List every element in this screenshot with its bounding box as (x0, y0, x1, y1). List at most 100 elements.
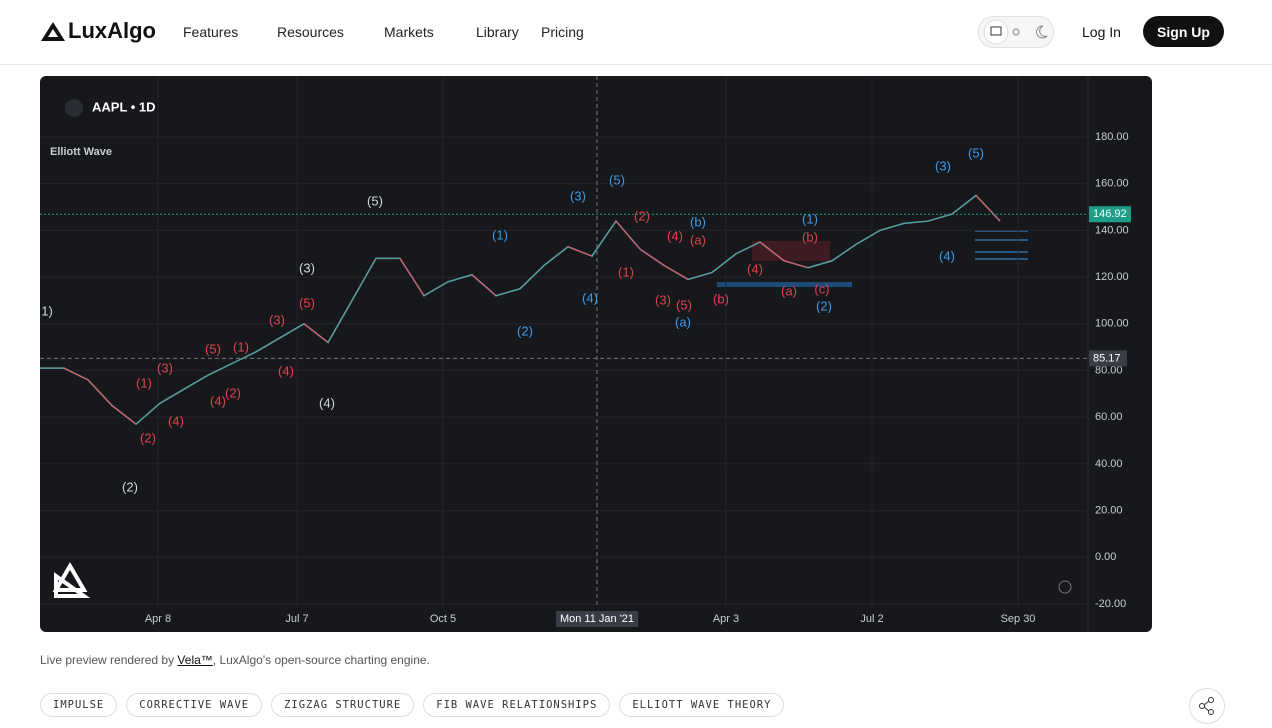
y-tick-label: 140.00 (1095, 224, 1129, 236)
tag[interactable]: FIB WAVE RELATIONSHIPS (423, 693, 611, 717)
price-segment (759, 241, 785, 262)
price-segment (783, 260, 809, 269)
price-segment (111, 405, 137, 425)
nav-item[interactable]: Pricing (541, 24, 584, 40)
login[interactable]: Log In (1082, 24, 1121, 40)
wave-label: (1) (802, 211, 818, 226)
wave-label: (2) (140, 430, 156, 445)
wave-label: (2) (816, 298, 832, 313)
wave-label: (3) (157, 360, 173, 375)
price-segment (183, 374, 209, 390)
price-segment (495, 288, 521, 297)
wave-label: (1) (233, 339, 249, 354)
wave-label: (4) (582, 290, 598, 305)
wave-label: (3) (299, 260, 315, 275)
nav-item[interactable]: Features (183, 24, 239, 40)
last-price: 146.92 (1093, 208, 1127, 220)
wave-label: (2) (225, 385, 241, 400)
wave-label: (3) (570, 188, 586, 203)
price-segment (903, 220, 929, 224)
price-segment (927, 213, 953, 222)
x-tick-label: Apr 3 (713, 613, 739, 625)
price-segment (519, 265, 545, 290)
x-tick-label: Sep 30 (1001, 613, 1036, 625)
price-segment (567, 246, 593, 257)
tag[interactable]: IMPULSE (40, 693, 118, 717)
crosshair-price-box (1089, 350, 1127, 367)
symbol: AAPL • 1D (92, 99, 156, 114)
y-tick-label: 120.00 (1095, 271, 1129, 283)
wave-label: (a) (675, 314, 691, 329)
wave-label: (b) (713, 291, 729, 306)
wave-label: (4) (667, 228, 683, 243)
symbol-icon (65, 99, 83, 117)
wave-label: (b) (802, 229, 818, 244)
price-segment (351, 258, 377, 301)
price-segment (687, 271, 713, 280)
tag[interactable]: ZIGZAG STRUCTURE (271, 693, 415, 717)
price-segment (135, 402, 161, 425)
crosshair-date: Mon 11 Jan '21 (560, 613, 634, 625)
y-tick-label: 20.00 (1095, 505, 1123, 517)
price-segment (951, 194, 977, 215)
logo-text: LuxAlgo (68, 18, 156, 43)
wave-label: (4) (747, 261, 763, 276)
price-segment (543, 246, 569, 266)
caption-link[interactable]: Vela™ (177, 653, 213, 667)
nav-item[interactable]: Resources (277, 24, 344, 40)
price-segment (255, 337, 281, 353)
y-tick-label: -20.00 (1095, 598, 1126, 610)
price-segment (447, 274, 473, 283)
price-segment (855, 229, 881, 245)
settings-icon[interactable] (1058, 580, 1072, 594)
price-segment (975, 195, 1001, 222)
zone (752, 241, 830, 261)
wave-label: (1) (618, 264, 634, 279)
wave-label: 1) (41, 303, 53, 318)
price-segment (735, 241, 761, 255)
theme-toggle[interactable] (978, 16, 1054, 48)
wave-label: (4) (278, 363, 294, 378)
wave-label: (3) (655, 292, 671, 307)
price-segment (87, 379, 113, 406)
wave-label: (5) (367, 193, 383, 208)
logo[interactable]: LuxAlgo (40, 18, 156, 44)
chart: AAPL • 1D Elliott Wave -20.00 0.00 20.00 40… (40, 76, 1152, 632)
logo-icon (41, 22, 65, 41)
wave-label: (4) (319, 395, 335, 410)
fib-levels (975, 230, 1028, 260)
y-tick-label: 60.00 (1095, 411, 1123, 423)
y-tick-label: 160.00 (1095, 178, 1129, 190)
indicator-name: Elliott Wave (50, 146, 112, 158)
caption-text: , LuxAlgo's open-source charting engine. (212, 653, 430, 667)
wave-label: (4) (168, 413, 184, 428)
tag[interactable]: ELLIOTT WAVE THEORY (619, 693, 785, 717)
wave-label: (a) (690, 232, 706, 247)
wave-label: (5) (609, 172, 625, 187)
price-segment (423, 281, 449, 297)
tag[interactable]: CORRECTIVE WAVE (126, 693, 263, 717)
price-segment (471, 274, 497, 297)
price-segment (663, 264, 689, 280)
wave-label: (3) (935, 158, 951, 173)
nav-item[interactable]: Markets (384, 24, 434, 40)
wave-label: (4) (210, 393, 226, 408)
share-icon (1199, 697, 1214, 715)
signup-button[interactable]: Sign Up (1143, 16, 1224, 47)
x-tick-label: Jul 7 (285, 613, 308, 625)
wave-label: (2) (517, 323, 533, 338)
share-button[interactable] (1189, 688, 1225, 724)
price-segment (591, 220, 617, 257)
y-tick-label: 100.00 (1095, 318, 1129, 330)
price-segment (399, 258, 425, 297)
wave-label: (5) (968, 145, 984, 160)
last-price-box (1089, 206, 1131, 223)
crosshair-price: 85.17 (1093, 352, 1121, 364)
wave-label: (a) (781, 283, 797, 298)
price-segment (711, 253, 737, 273)
watermark-logo (52, 562, 91, 598)
y-tick-label: 180.00 (1095, 131, 1129, 143)
nav-item[interactable]: Library (476, 24, 519, 40)
price-segment (879, 222, 905, 231)
price-segment (207, 363, 233, 376)
